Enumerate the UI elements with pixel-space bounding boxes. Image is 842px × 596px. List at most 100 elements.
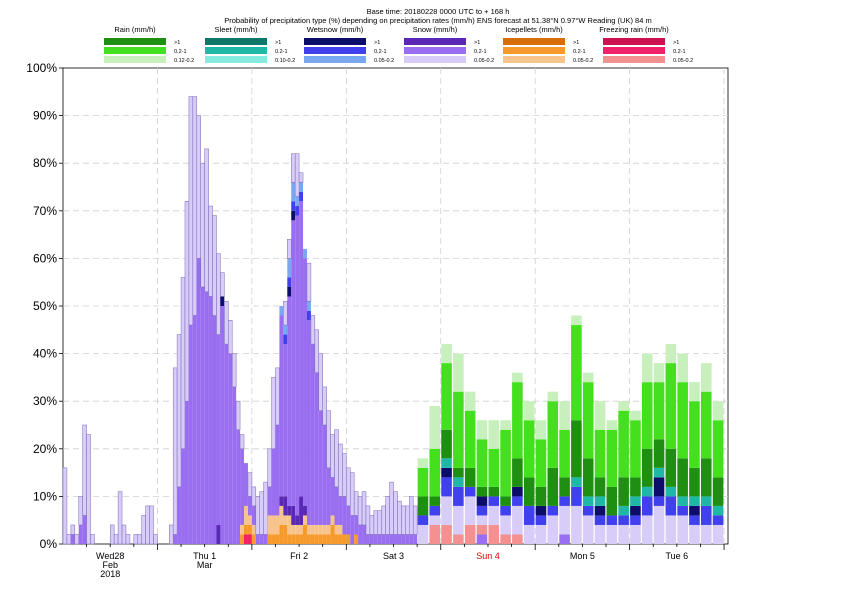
bar-segment-wetsnow: [618, 515, 629, 525]
bar-segment-rain-light: [665, 344, 677, 364]
bar-segment-snow: [358, 524, 363, 544]
bar-segment-icepellets: [244, 524, 248, 535]
bar-segment-wetsnow: [295, 206, 300, 216]
bar-segment-snow: [240, 448, 245, 525]
bar-segment-snow-light: [125, 534, 131, 545]
bar-segment-snow-light: [326, 410, 331, 469]
bar-segment-icepellets-light: [287, 515, 292, 535]
bar-segment-icepellets-light: [271, 515, 276, 535]
bar-segment-snow-light: [168, 524, 174, 545]
bar-segment-wetsnow-light: [306, 301, 311, 311]
legend-class-label: 0.2-1: [474, 49, 487, 55]
bar-segment-sleet: [700, 496, 712, 506]
bar-segment-rain: [464, 410, 476, 468]
bar-segment-snow-light: [330, 434, 335, 478]
legend-swatch: [603, 56, 665, 63]
bar-segment-wetsnow: [283, 334, 288, 345]
y-tick-label: 50%: [33, 299, 57, 313]
bar-segment-sleet: [630, 496, 641, 506]
bar-segment-snow-light: [239, 434, 245, 450]
bar-segment-rain-heavy: [630, 477, 641, 497]
bar-segment-rain: [677, 382, 688, 459]
bar-segment-icepellets: [330, 524, 335, 544]
bar-segment-snow-light: [290, 153, 296, 183]
bar-segment-rain: [488, 448, 500, 487]
bar-segment-icepellets-light: [267, 515, 272, 535]
bar-segment-icepellets: [283, 524, 288, 544]
bar-segment-wetsnow-heavy: [535, 505, 547, 516]
bar-segment-rain-light: [429, 405, 441, 449]
legend-class-label: 0.05-0.2: [374, 58, 394, 64]
bar-segment-freezing-rain-light: [453, 534, 464, 544]
chart-title-line-1: Base time: 20180228 0000 UTC to + 168 h: [367, 7, 510, 16]
bar-segment-snow: [559, 534, 570, 544]
bar-segment-wetsnow-light: [303, 248, 307, 259]
bar-segment-snow-heavy: [291, 505, 296, 525]
bar-segment-icepellets: [303, 524, 307, 544]
legend-class-label: 0.2-1: [275, 49, 288, 55]
legend-swatch: [104, 38, 166, 45]
y-tick-label: 10%: [33, 489, 57, 503]
bar-segment-wetsnow: [464, 486, 476, 497]
bar-segment-snow-light: [247, 472, 253, 497]
bar-segment-snow: [173, 534, 178, 544]
bar-segment-wetsnow-light: [295, 196, 300, 207]
bar-segment-snow: [346, 505, 351, 535]
bar-segment-rain-light: [618, 401, 629, 411]
bar-segment-snow: [283, 344, 288, 497]
legend-class-label: 0.10-0.2: [275, 58, 295, 64]
bar-segment-snow: [263, 534, 268, 544]
bar-segment-snow: [413, 534, 418, 544]
bar-segment-snow-light: [62, 467, 68, 545]
bar-segment-freezing-rain-light: [476, 524, 488, 535]
bar-segment-snow-light: [141, 515, 146, 545]
bar-segment-sleet: [677, 496, 688, 506]
bar-segment-wetsnow-heavy: [287, 286, 292, 297]
legend-swatch: [304, 56, 366, 63]
bar-segment-icepellets-light: [314, 524, 319, 535]
bar-segment-snow-light: [251, 486, 257, 507]
bar-segment-freezing-rain: [244, 534, 248, 544]
bar-segment-snow: [181, 448, 185, 544]
bar-segment-rain-heavy: [429, 496, 441, 506]
bar-segment-sleet: [441, 458, 452, 468]
bar-segment-snow: [247, 496, 252, 516]
bar-segment-snow-light: [192, 96, 198, 316]
bar-segment-snow-light: [582, 515, 594, 544]
bar-segment-sleet: [594, 496, 606, 506]
x-day-label: Thu 1: [193, 551, 216, 561]
bar-segment-sleet: [571, 477, 582, 487]
bar-segment-snow-light: [259, 491, 264, 535]
bar-segment-snow: [330, 477, 335, 516]
bar-segment-rain-heavy: [665, 448, 677, 487]
bar-segment-snow: [208, 296, 213, 544]
bar-segment-snow-light: [133, 534, 139, 545]
bar-segment-snow: [338, 496, 343, 525]
bar-segment-snow-light: [180, 277, 186, 450]
bar-segment-wetsnow-heavy: [630, 505, 641, 516]
bar-segment-rain-light: [500, 420, 511, 430]
bar-segment-snow-light: [677, 515, 688, 544]
x-day-label: Sat 3: [383, 551, 404, 561]
bar-segment-icepellets-light: [330, 515, 335, 525]
bar-segment-rain: [606, 429, 618, 487]
bar-segment-snow-light: [464, 496, 476, 525]
bar-segment-icepellets: [346, 534, 351, 544]
legend-class-label: >1: [573, 40, 579, 46]
bar-segment-snow-light: [417, 524, 429, 544]
bar-segment-sleet: [653, 467, 665, 478]
bar-segment-wetsnow: [441, 477, 452, 497]
bar-segment-snow-light: [82, 424, 87, 516]
bar-segment-rain: [500, 429, 511, 497]
legend-class-label: 0.05-0.2: [474, 58, 494, 64]
bar-segment-sleet: [641, 486, 653, 497]
bar-segment-snow-light: [176, 334, 182, 488]
bar-segment-snow: [310, 344, 315, 525]
x-day-label: Tue 6: [666, 551, 689, 561]
bar-segment-wetsnow: [417, 515, 429, 525]
bar-segment-sleet: [582, 496, 594, 506]
bar-segment-icepellets: [271, 534, 276, 544]
bar-segment-snow-light: [377, 510, 382, 535]
bar-segment-snow: [192, 315, 197, 544]
bar-segment-snow-light: [298, 172, 304, 183]
